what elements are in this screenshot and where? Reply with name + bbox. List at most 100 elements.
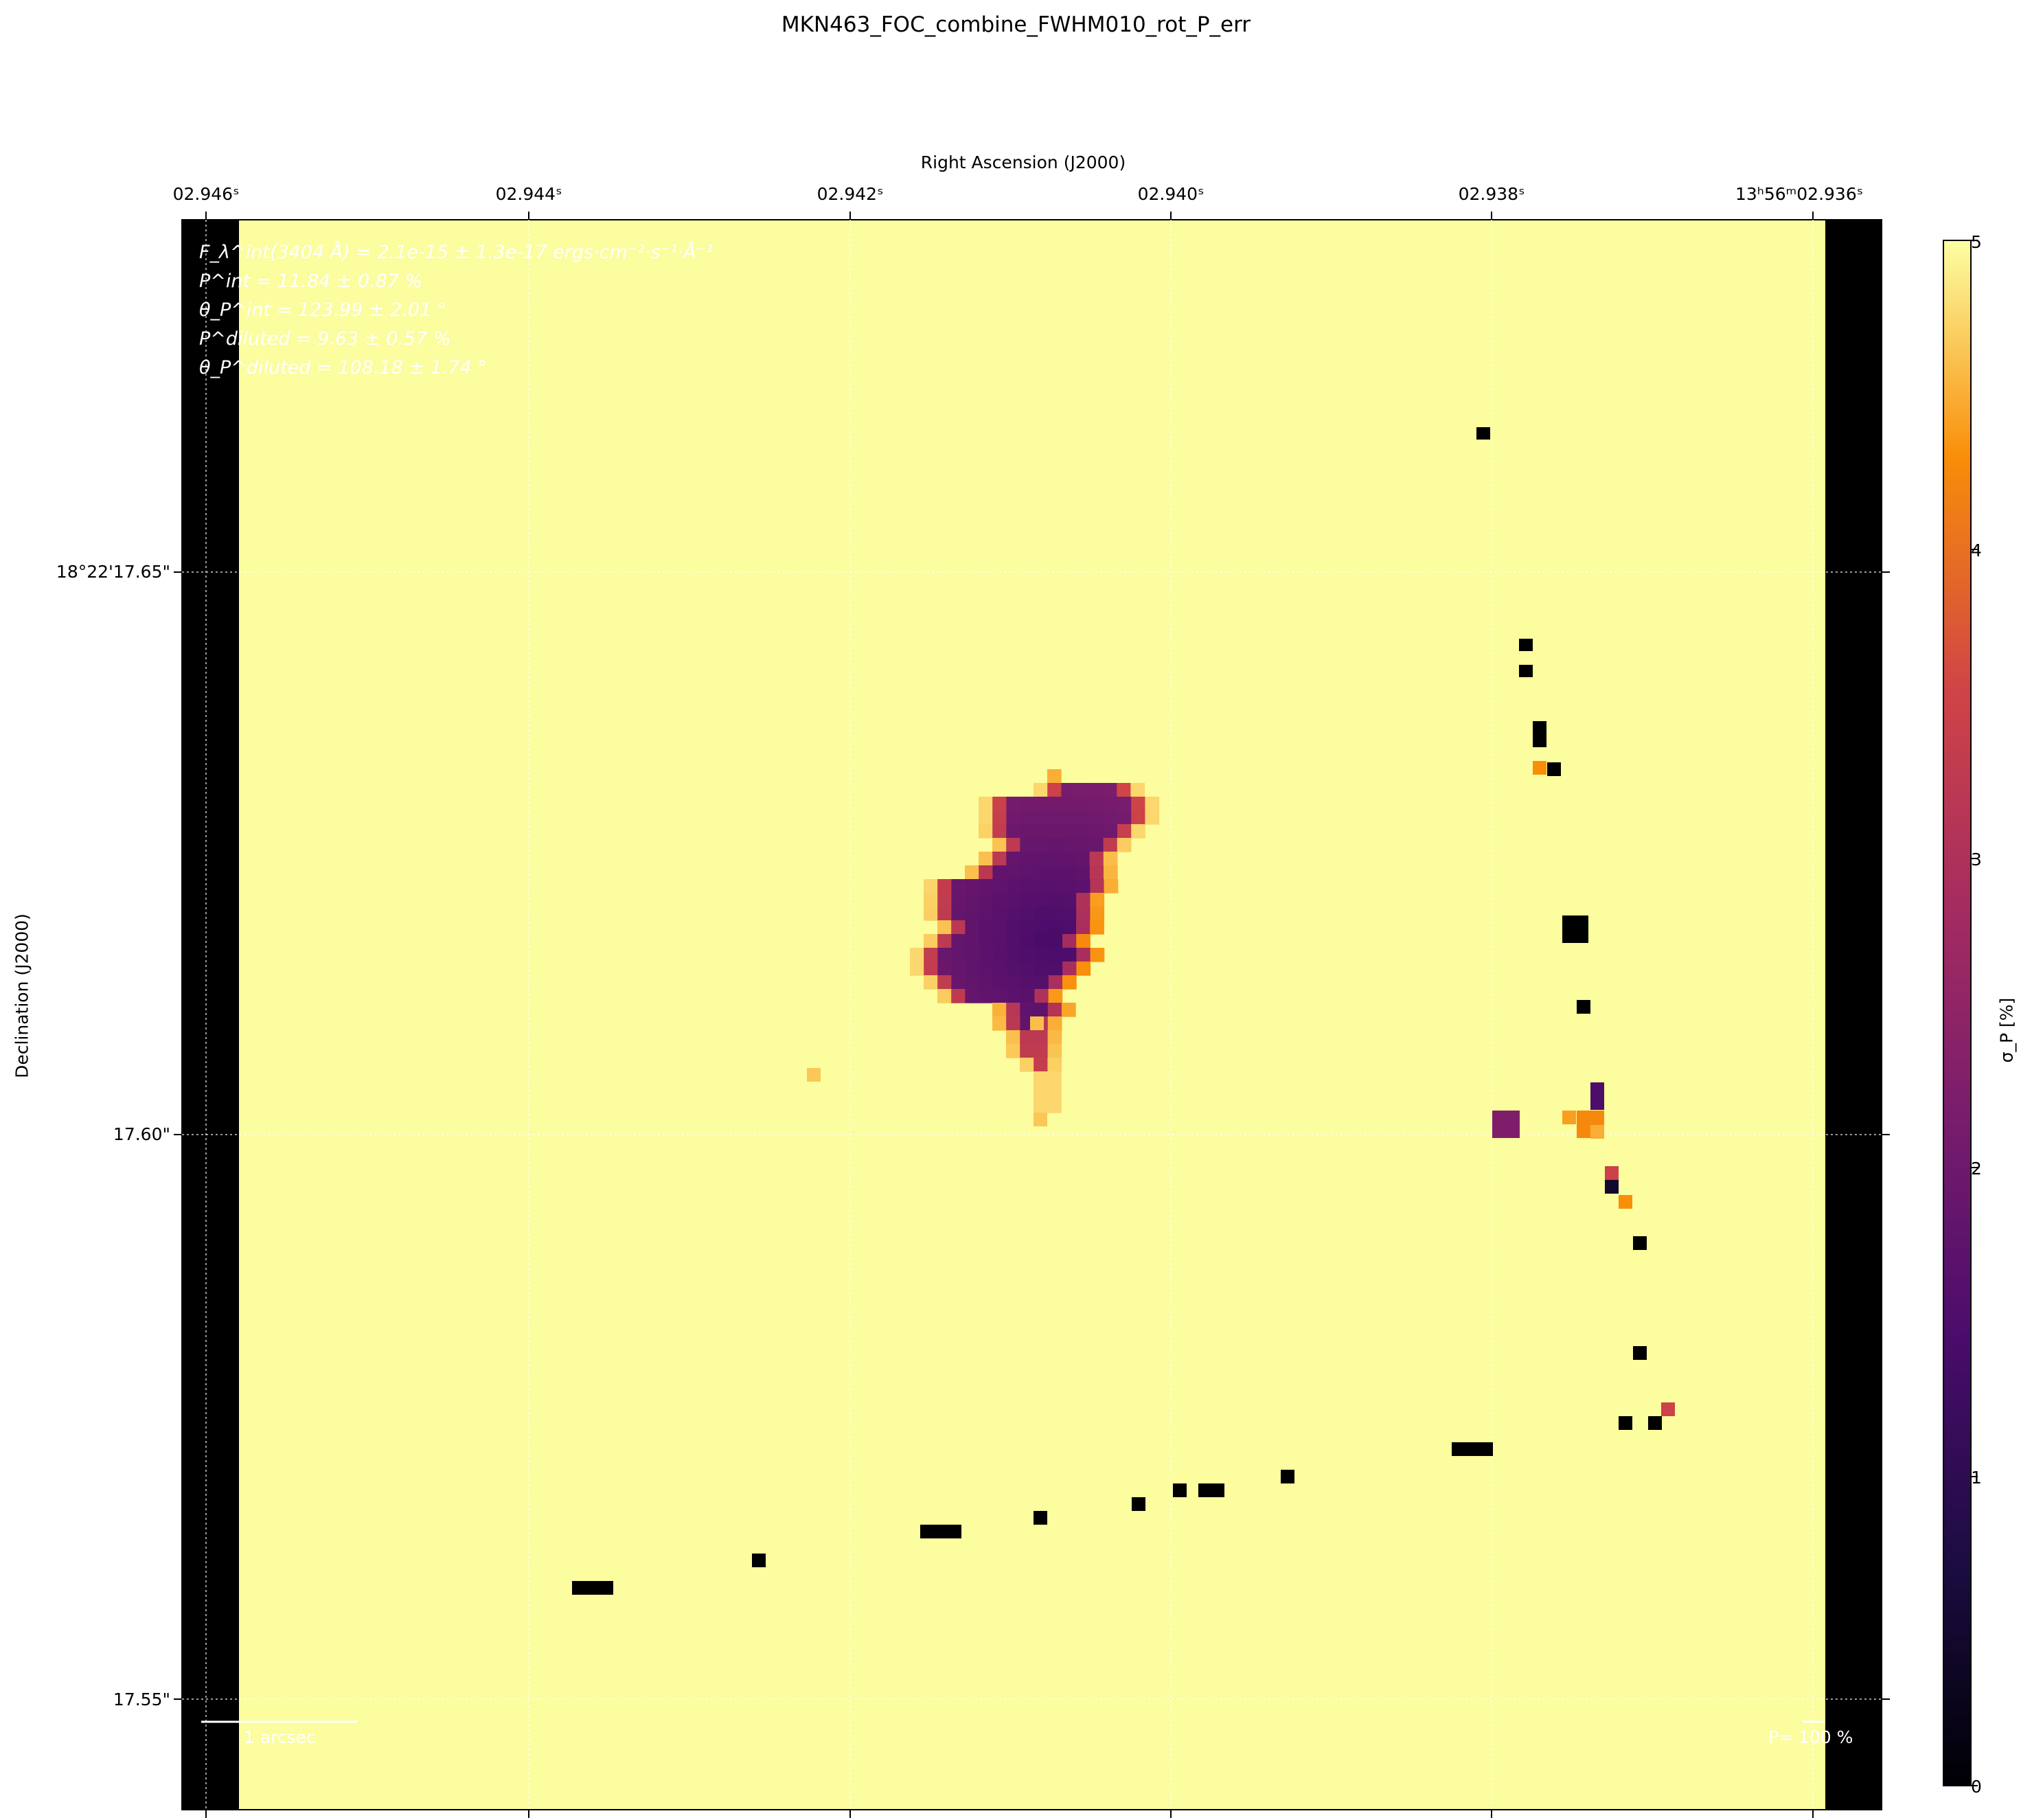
heatmap-cell <box>1007 920 1021 935</box>
colorbar-ticks <box>1971 240 1978 1786</box>
heatmap-cell <box>951 893 966 907</box>
heatmap-cell <box>965 948 980 962</box>
heatmap-cell <box>992 989 1007 1003</box>
masked-pixel <box>920 1525 961 1538</box>
heatmap-cell <box>1089 852 1104 866</box>
heatmap-cell <box>1062 962 1077 976</box>
masked-pixel <box>1633 1236 1647 1250</box>
heatmap-cell <box>1062 975 1077 990</box>
heatmap-cell <box>951 975 966 990</box>
heatmap-cell <box>1049 948 1063 962</box>
heatmap-cell <box>1030 1016 1044 1030</box>
masked-pixel <box>1648 1416 1662 1430</box>
heatmap-cell <box>1076 907 1091 921</box>
x-tick-label: 02.942ˢ <box>817 184 884 204</box>
colorbar-tick-label: 4 <box>1971 541 1982 560</box>
heatmap-cell <box>1007 975 1021 990</box>
masked-pixel <box>572 1581 613 1595</box>
heatmap-cell <box>1076 962 1091 976</box>
heatmap-cell <box>1088 783 1104 797</box>
heatmap-cell <box>1076 920 1091 935</box>
heatmap-cell <box>1020 907 1036 921</box>
heatmap-cell <box>937 989 952 1003</box>
heatmap-cell <box>1047 1099 1062 1113</box>
heatmap-cell <box>1062 865 1077 880</box>
heatmap-cell <box>1020 879 1036 894</box>
heatmap-cell <box>910 962 924 976</box>
heatmap-cell <box>951 948 966 962</box>
heatmap-cell <box>979 893 994 907</box>
heatmap-cell <box>1034 975 1049 990</box>
heatmap-cell <box>965 962 980 976</box>
y-tick-label: 17.60" <box>113 1124 170 1144</box>
heatmap-cell <box>1089 797 1104 811</box>
heatmap-cell <box>979 975 994 990</box>
heatmap-cell <box>992 824 1007 839</box>
heatmap-cell <box>1103 824 1118 839</box>
heatmap-cell <box>1020 920 1035 935</box>
heatmap-cell <box>1075 797 1091 811</box>
heatmap-cell <box>1020 838 1035 852</box>
heatmap-cell <box>979 934 994 948</box>
heatmap-cell <box>1034 1003 1049 1017</box>
heatmap-cell <box>1007 989 1021 1003</box>
colorbar-label: σ_P [%] <box>1996 997 2017 1063</box>
heatmap-cell <box>1020 893 1036 907</box>
heatmap-cell <box>1062 907 1077 921</box>
heatmap-cell <box>1006 1003 1020 1017</box>
heatmap-cell <box>1062 810 1076 825</box>
heatmap-cell <box>1117 824 1132 839</box>
heatmap-cell <box>979 824 993 839</box>
heatmap-cell <box>1034 865 1049 880</box>
heatmap-cell <box>951 934 966 948</box>
heatmap-cell <box>1590 1082 1604 1110</box>
heatmap-cell <box>1047 1030 1062 1045</box>
heatmap-cell <box>1090 879 1105 894</box>
heatmap-cell <box>979 797 993 811</box>
heatmap-cell <box>1034 824 1049 839</box>
heatmap-cell <box>937 893 952 907</box>
heatmap-cell <box>979 989 994 1003</box>
heatmap-cell <box>937 962 952 976</box>
heatmap-cell <box>1020 1030 1034 1045</box>
heatmap-cell <box>1117 797 1132 811</box>
heatmap-cell <box>1007 962 1022 976</box>
heatmap-cell <box>1062 948 1077 962</box>
masked-pixel <box>1132 1497 1145 1511</box>
heatmap-cell <box>937 934 952 948</box>
colorbar-tick-label: 1 <box>1971 1468 1982 1488</box>
colorbar-tick-label: 0 <box>1971 1777 1982 1797</box>
heatmap-cell <box>1048 879 1063 894</box>
heatmap-cell <box>951 920 966 935</box>
x-axis-label: Right Ascension (J2000) <box>920 152 1126 172</box>
heatmap-cell <box>965 865 979 880</box>
masked-left-strip <box>182 220 239 1810</box>
heatmap-cell <box>979 962 994 976</box>
heatmap-cell <box>1049 962 1063 976</box>
heatmap-cell <box>1076 893 1091 907</box>
heatmap-cell <box>924 893 938 907</box>
heatmap-cell <box>1020 1058 1034 1072</box>
heatmap-cell <box>965 920 980 935</box>
heatmap-cell <box>910 948 924 962</box>
heatmap-cell <box>1062 934 1077 948</box>
heatmap-cell <box>1131 810 1145 825</box>
masked-pixel <box>1533 721 1546 747</box>
gridlines <box>182 220 1882 1810</box>
heatmap-cell <box>1020 962 1036 976</box>
heatmap-cell <box>937 907 952 921</box>
masked-pixel <box>1476 427 1490 440</box>
heatmap-cell <box>1090 907 1105 921</box>
heatmap-cell <box>1034 907 1049 921</box>
p-diluted-annotation: P^diluted = 9.63 ± 0.57 % <box>199 328 451 350</box>
masked-pixel <box>1562 915 1588 943</box>
heatmap-cell <box>1020 810 1035 825</box>
heatmap-cell <box>1034 1099 1048 1113</box>
heatmap-cell <box>1089 810 1104 825</box>
heatmap-cell <box>965 879 980 894</box>
colorbar-tick-label: 5 <box>1971 232 1982 252</box>
masked-pixel <box>1577 1000 1590 1014</box>
heatmap-cell <box>1048 907 1063 921</box>
heatmap-cell <box>1075 783 1090 797</box>
heatmap-cell <box>807 1068 821 1082</box>
